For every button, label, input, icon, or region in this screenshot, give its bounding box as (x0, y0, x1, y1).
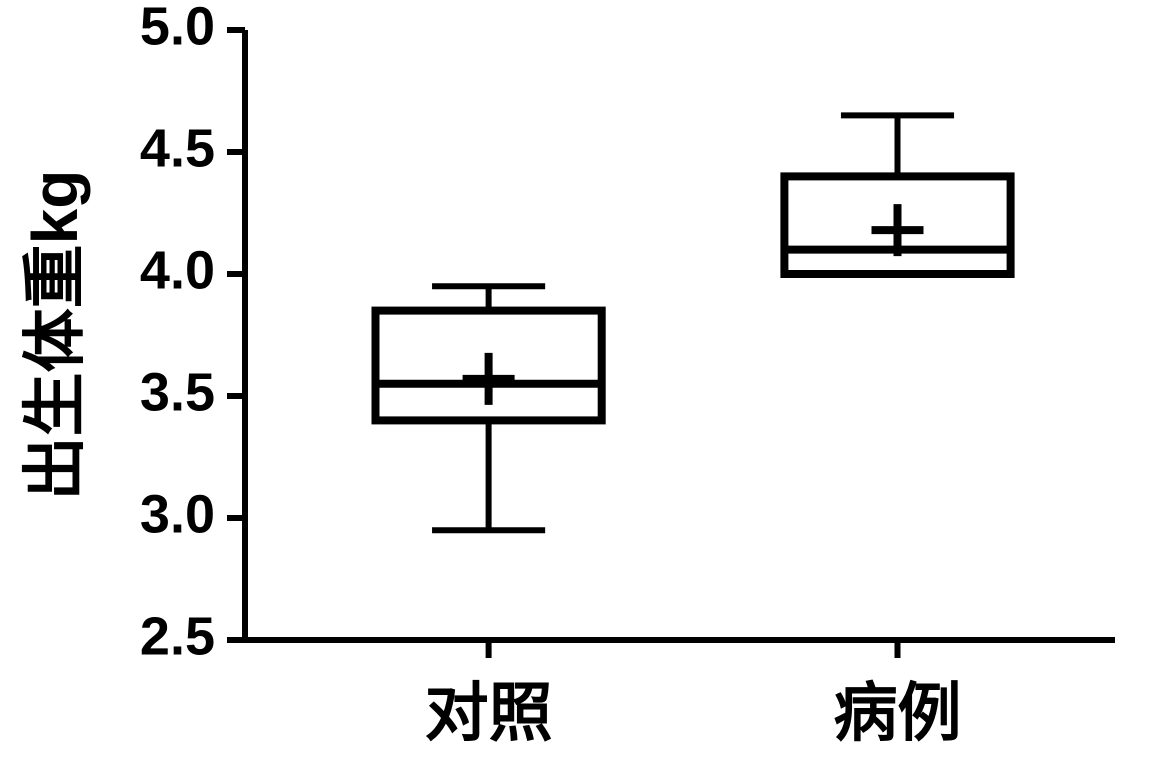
y-tick-label: 5.0 (140, 0, 215, 56)
y-axis-title: 出生体重kg (19, 170, 91, 501)
y-tick-label: 3.5 (140, 362, 215, 422)
y-tick-label: 4.0 (140, 240, 215, 300)
boxplot-chart: 2.5 3.0 3.5 4.0 4.5 5.0 出生体重kg 对照 病例 (0, 0, 1164, 769)
x-category-label: 对照 (425, 677, 553, 749)
x-category-label: 病例 (834, 677, 962, 749)
y-tick-label: 2.5 (140, 606, 215, 666)
y-tick-label: 3.0 (140, 484, 215, 544)
y-tick-label: 4.5 (140, 118, 215, 178)
